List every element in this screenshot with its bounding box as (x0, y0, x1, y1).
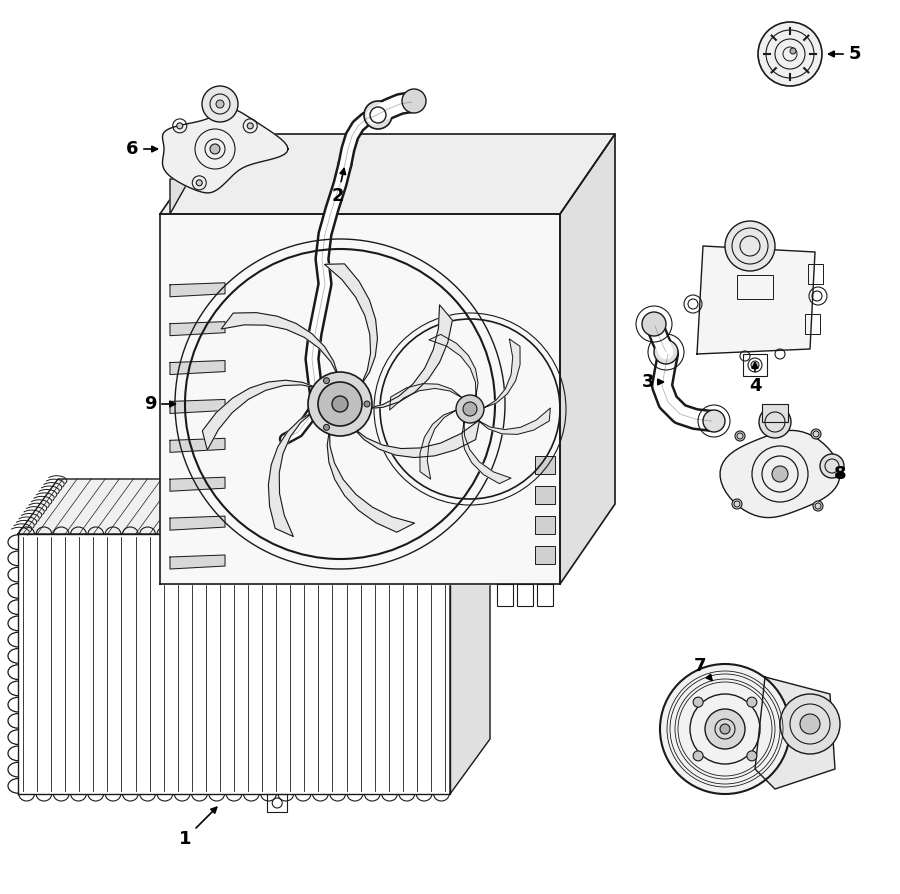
Bar (805, 314, 820, 334)
Polygon shape (170, 322, 225, 335)
Bar (537, 584, 553, 606)
Circle shape (747, 751, 757, 761)
Polygon shape (390, 384, 462, 410)
Bar (517, 584, 533, 606)
Polygon shape (720, 430, 840, 518)
Polygon shape (420, 410, 456, 479)
Text: 3: 3 (642, 373, 663, 391)
Bar (737, 275, 773, 299)
Circle shape (813, 501, 823, 511)
Polygon shape (170, 555, 225, 569)
Circle shape (364, 101, 392, 129)
Circle shape (654, 340, 678, 364)
Polygon shape (202, 380, 318, 451)
Polygon shape (160, 214, 560, 584)
Circle shape (732, 499, 742, 509)
Polygon shape (328, 429, 415, 532)
Circle shape (759, 406, 791, 438)
Bar (743, 354, 767, 376)
Polygon shape (221, 313, 338, 377)
Polygon shape (450, 479, 490, 794)
Text: 6: 6 (126, 140, 158, 158)
Polygon shape (163, 109, 288, 193)
Circle shape (735, 431, 745, 441)
Circle shape (216, 100, 224, 108)
Circle shape (758, 22, 822, 86)
Circle shape (318, 382, 362, 426)
Circle shape (402, 89, 426, 113)
Circle shape (720, 724, 730, 734)
Circle shape (323, 425, 329, 430)
Circle shape (332, 396, 348, 412)
Circle shape (780, 694, 840, 754)
Text: 8: 8 (833, 465, 846, 483)
Circle shape (693, 751, 703, 761)
Circle shape (725, 221, 775, 271)
Polygon shape (170, 477, 225, 491)
Text: 1: 1 (179, 807, 217, 848)
Circle shape (800, 714, 820, 734)
Circle shape (196, 180, 202, 186)
Polygon shape (484, 339, 520, 408)
Polygon shape (366, 305, 453, 409)
Circle shape (456, 395, 484, 423)
Polygon shape (18, 479, 490, 534)
Bar (808, 264, 823, 284)
Circle shape (202, 86, 238, 122)
Polygon shape (18, 534, 450, 794)
Polygon shape (478, 408, 551, 434)
Circle shape (248, 122, 253, 129)
Circle shape (323, 377, 329, 384)
Polygon shape (697, 246, 815, 354)
Bar (535, 486, 555, 504)
Bar (535, 546, 555, 564)
Polygon shape (170, 360, 225, 375)
Circle shape (463, 402, 477, 416)
Polygon shape (353, 420, 480, 458)
Text: 9: 9 (144, 395, 176, 413)
Text: 4: 4 (749, 363, 761, 395)
Circle shape (703, 410, 725, 432)
Circle shape (747, 697, 757, 707)
Polygon shape (170, 516, 225, 530)
Circle shape (705, 709, 745, 749)
Polygon shape (429, 334, 478, 396)
Bar (535, 516, 555, 534)
Circle shape (642, 312, 666, 336)
Polygon shape (325, 264, 377, 386)
Polygon shape (755, 677, 835, 789)
Circle shape (772, 466, 788, 482)
Bar (497, 584, 513, 606)
Circle shape (751, 361, 759, 369)
Text: 2: 2 (332, 169, 346, 205)
Bar (267, 794, 287, 812)
Circle shape (210, 144, 220, 154)
Polygon shape (268, 411, 314, 536)
Circle shape (790, 48, 796, 54)
Bar (535, 456, 555, 474)
Circle shape (811, 429, 821, 439)
Polygon shape (560, 134, 615, 584)
Text: 7: 7 (694, 657, 712, 680)
Text: 5: 5 (829, 45, 861, 63)
Polygon shape (160, 134, 615, 214)
Bar (762, 404, 788, 422)
Circle shape (176, 122, 183, 129)
Circle shape (693, 697, 703, 707)
Circle shape (820, 454, 844, 478)
Polygon shape (170, 400, 225, 413)
Polygon shape (170, 134, 215, 214)
Circle shape (660, 664, 790, 794)
Polygon shape (170, 438, 225, 452)
Polygon shape (170, 283, 225, 297)
Circle shape (308, 372, 372, 436)
Polygon shape (462, 422, 511, 484)
Circle shape (364, 401, 370, 407)
